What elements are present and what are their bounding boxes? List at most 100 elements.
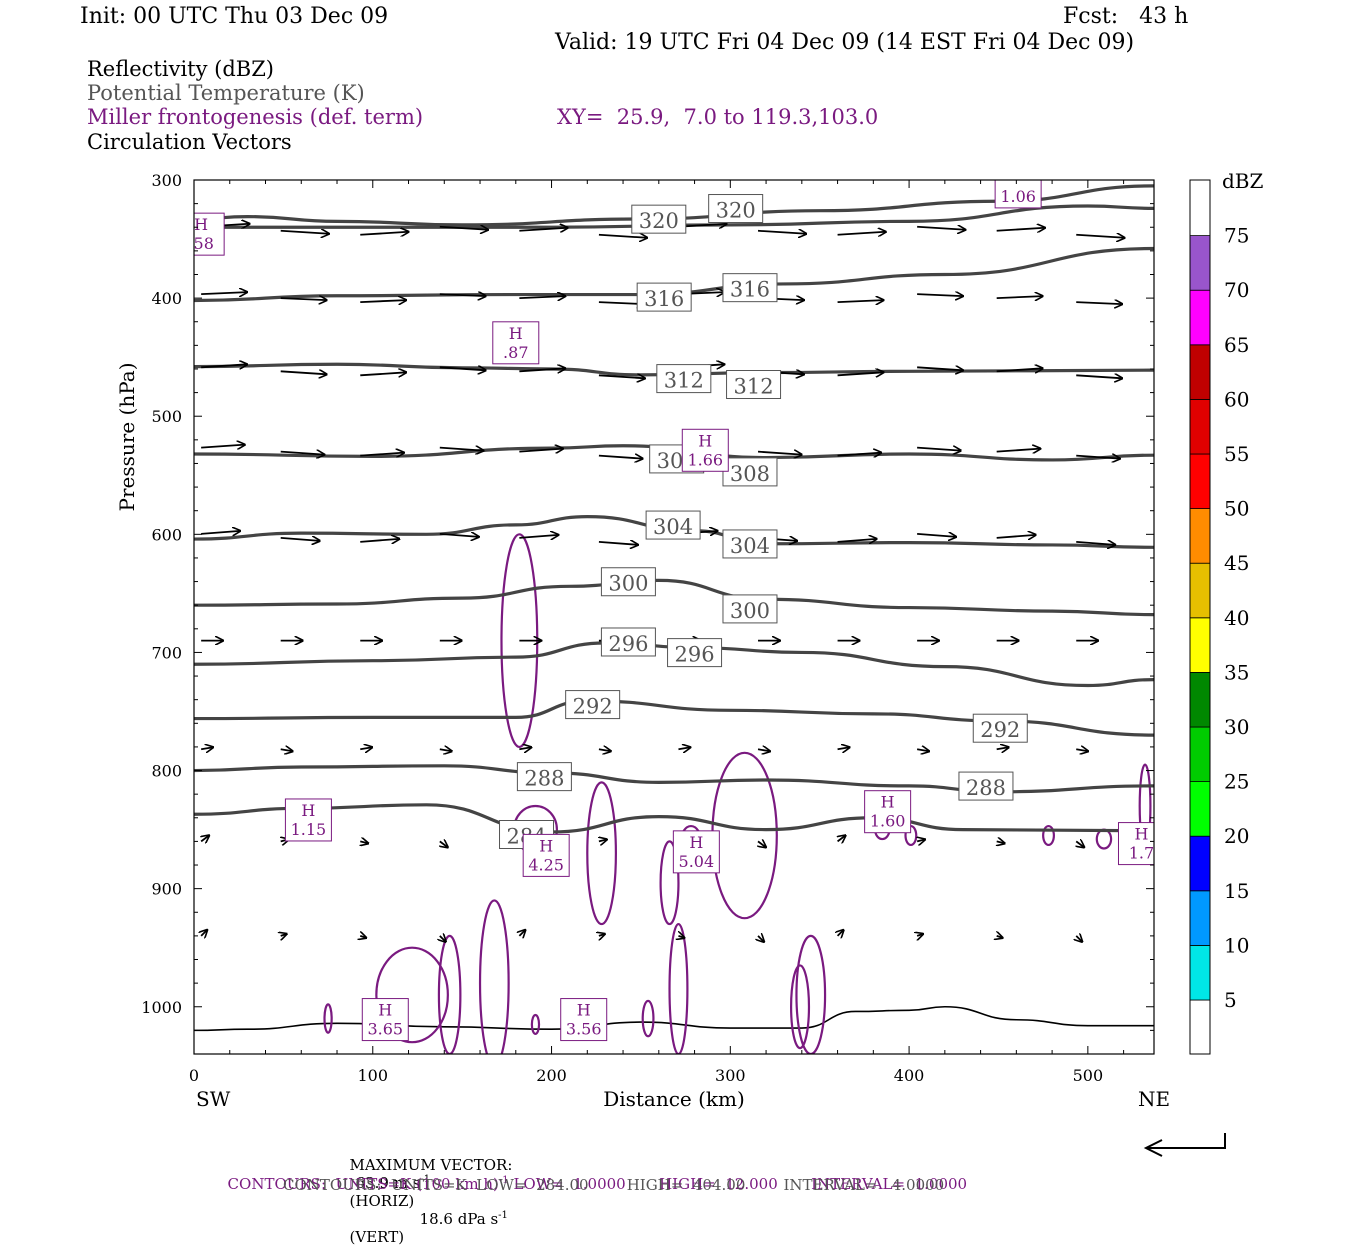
circulation-vector — [280, 371, 327, 374]
circulation-vector — [837, 372, 884, 375]
maxvec-horiz: 63.9 m s — [355, 1174, 421, 1192]
sup-neg-one: -1 — [498, 1175, 509, 1186]
frontogenesis-max-value: 1.60 — [870, 812, 906, 831]
colorbar-label: 35 — [1224, 660, 1249, 684]
theta-label-box — [722, 594, 778, 624]
theta-contour-label: 288 — [966, 776, 1006, 800]
reference-vector — [1148, 1133, 1226, 1149]
frontogenesis-contour — [530, 1013, 541, 1036]
circulation-vector — [201, 445, 245, 448]
theta-label-box — [722, 273, 778, 303]
frontogenesis-contour — [323, 1003, 333, 1034]
theta-label-box — [722, 529, 778, 559]
forecast-hour: Fcst: 43 h — [1063, 4, 1189, 29]
frontogenesis-max-value: .87 — [503, 343, 528, 362]
frontogenesis-max-value: 5.04 — [679, 852, 715, 871]
circulation-vector — [280, 231, 329, 234]
circulation-vector — [519, 747, 531, 749]
theta-contour-label: 292 — [980, 718, 1020, 742]
theta-contour-label: 308 — [730, 462, 770, 486]
circulation-vector — [599, 839, 607, 841]
frontogenesis-max-value: 4.25 — [528, 855, 564, 874]
theta-contour-label: 292 — [573, 695, 613, 719]
frontogenesis-max-box — [994, 180, 1042, 209]
circulation-vector — [996, 296, 1043, 298]
circulation-vector — [917, 227, 965, 230]
colorbar-segment — [1189, 289, 1211, 346]
colorbar-segment — [1189, 781, 1211, 837]
theta-label-box — [958, 771, 1014, 801]
frontogenesis-max-marker: H — [194, 215, 208, 234]
y-tick-label: 500 — [151, 407, 182, 426]
circulation-vector — [439, 294, 486, 296]
theta-contour-label: 312 — [664, 369, 704, 393]
circulation-vector — [917, 534, 956, 537]
colorbar-label: 75 — [1224, 224, 1249, 248]
circulation-vector — [1076, 235, 1124, 238]
colorbar-segment — [1189, 398, 1211, 455]
frontogenesis-max-value: .58 — [188, 234, 213, 253]
circulation-vector — [360, 539, 399, 542]
circulation-vector — [996, 228, 1045, 231]
colorbar-segment — [1189, 726, 1211, 782]
colorbar-label: 65 — [1224, 333, 1249, 357]
y-tick-label: 300 — [151, 171, 182, 190]
circulation-vector — [758, 936, 764, 942]
theta-contour-label: 304 — [653, 515, 693, 539]
frontogenesis-contour — [1095, 828, 1113, 850]
circulation-vector — [837, 453, 882, 456]
circulation-vector — [201, 835, 209, 841]
colorbar-segment — [1189, 235, 1211, 291]
circulation-vector — [678, 747, 690, 749]
colorbar-label: 30 — [1224, 715, 1249, 739]
field-circulation: Circulation Vectors — [87, 130, 292, 154]
maxvec-label: MAXIMUM VECTOR: — [349, 1156, 513, 1174]
frontogenesis-contour — [668, 923, 689, 1054]
frontogenesis-contour — [586, 781, 617, 926]
circulation-vector — [201, 364, 247, 367]
circulation-vector — [1076, 936, 1082, 942]
theta-label-box — [565, 690, 621, 720]
valid-time: Valid: 19 UTC Fri 04 Dec 09 (14 EST Fri … — [555, 30, 1135, 55]
circulation-vector — [837, 232, 886, 235]
circulation-vector — [916, 749, 929, 751]
frontogenesis-max-marker: H — [539, 836, 553, 855]
circulation-vector — [519, 449, 563, 452]
theta-contour-label: 296 — [675, 643, 715, 667]
circulation-vector — [837, 300, 884, 302]
y-tick-label: 1000 — [141, 998, 182, 1017]
circulation-vector — [439, 749, 452, 751]
frontogenesis-contour — [659, 840, 680, 926]
y-tick-label: 700 — [151, 643, 182, 662]
circulation-vector — [757, 749, 770, 751]
circulation-vector — [1076, 302, 1122, 304]
circulation-vector — [996, 747, 1009, 749]
theta-contour-label: 304 — [730, 534, 770, 558]
circulation-vector — [598, 235, 647, 238]
y-axis-title: Pressure (hPa) — [115, 363, 139, 512]
colorbar-label: 70 — [1224, 278, 1249, 302]
circulation-vector — [1076, 456, 1120, 459]
colorbar-label: 20 — [1224, 824, 1249, 848]
theta-label-box — [667, 638, 723, 668]
frontogenesis-max-value: 1.06 — [1000, 187, 1036, 206]
theta-contour-label: 316 — [644, 287, 684, 311]
theta-label-box — [972, 713, 1028, 743]
circulation-vector — [917, 367, 963, 370]
frontogenesis-max-marker: H — [881, 793, 895, 812]
theta-contour-label: 312 — [734, 375, 774, 399]
frontogenesis-max-box — [492, 321, 540, 365]
theta-label-box — [516, 762, 572, 792]
frontogenesis-contour — [437, 934, 462, 1054]
circulation-vector — [996, 449, 1041, 452]
frontogenesis-max-value: 3.56 — [566, 1020, 602, 1039]
frontogenesis-max-box — [560, 998, 608, 1042]
circulation-vector — [201, 930, 207, 936]
frontogenesis-max-box — [672, 830, 720, 874]
frontogenesis-max-marker: H — [509, 324, 523, 343]
colorbar-segment — [1189, 890, 1211, 946]
sup-neg-one: -1 — [498, 1210, 508, 1221]
purple-contours-units: CONTOURS: UNITS=K (100 km h) — [227, 1175, 499, 1193]
